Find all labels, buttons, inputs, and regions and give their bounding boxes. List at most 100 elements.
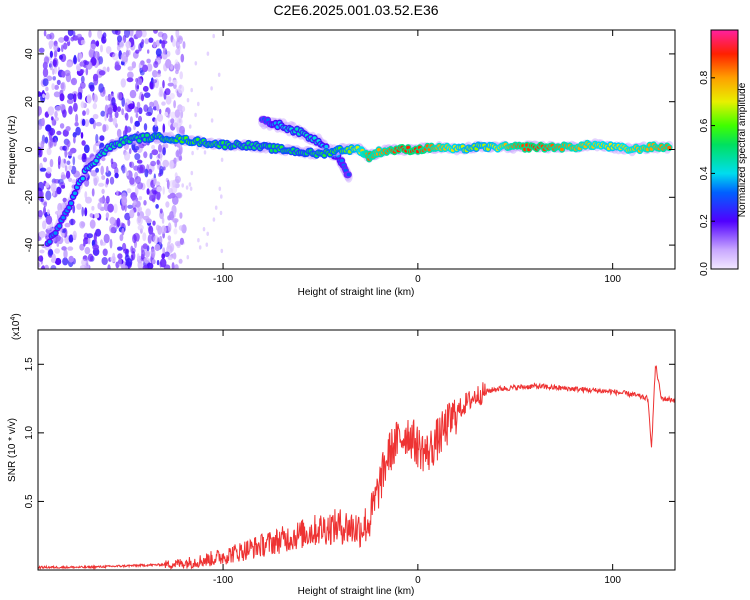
noise-blob [113,203,118,214]
noise-blob [146,58,151,64]
noise-blob [190,170,194,176]
noise-blob [63,158,66,164]
noise-blob [56,130,62,136]
noise-blob [146,188,150,195]
noise-blob [45,86,49,92]
noise-blob [41,264,45,269]
noise-blob [59,181,66,188]
noise-blob [92,73,99,82]
noise-blob [61,246,67,251]
noise-blob [161,40,166,49]
noise-blob [66,160,71,166]
noise-blob [107,264,111,269]
noise-blob [121,195,128,206]
y-tick-label: -40 [24,237,35,252]
noise-blob [120,52,128,63]
noise-blob [150,248,156,258]
noise-blob [47,106,55,116]
noise-blob [94,50,99,59]
noise-blob [158,86,164,94]
noise-blob [98,70,106,76]
noise-blob [72,204,76,214]
noise-blob [137,182,144,190]
noise-blob [92,113,99,120]
noise-blob [78,53,83,60]
secondary-trace-core [346,172,351,177]
noise-blob [141,30,147,38]
noise-blob [203,150,207,155]
noise-blob [65,170,71,179]
colorbar-tick-label: 0.6 [699,118,710,132]
snr-x-ticks: -100 0 100 [213,330,621,586]
noise-blob [206,231,209,236]
noise-blob [134,120,140,127]
noise-blob [117,246,123,251]
noise-blob [39,249,45,254]
noise-blob [202,227,206,232]
noise-blob [127,219,131,227]
secondary-trace-core [312,136,317,140]
noise-blob [39,167,47,172]
noise-blob [40,140,45,150]
noise-blob [58,37,65,43]
noise-blob [133,106,138,114]
noise-blob [152,220,156,226]
x-tick-label: -100 [213,575,233,586]
spectrogram-noise-field [38,30,224,269]
noise-blob [144,257,150,264]
noise-blob [131,196,139,202]
noise-blob [168,187,173,194]
noise-blob [93,175,100,184]
noise-blob [133,200,137,206]
noise-blob [50,265,57,269]
noise-blob [172,218,179,223]
noise-blob [117,35,122,43]
noise-blob [168,76,172,83]
noise-blob [50,116,54,121]
main-trace-core [667,145,672,150]
noise-blob [79,221,85,229]
colorbar-tick-label: 0.2 [699,214,710,228]
noise-blob [194,112,197,118]
noise-blob [104,112,107,122]
noise-blob [110,158,114,165]
noise-blob [159,258,167,268]
noise-blob [81,258,87,266]
noise-blob [176,50,180,55]
noise-blob [162,159,170,168]
noise-blob [73,102,78,113]
snr-y-label: SNR (10 * v/v) [7,418,18,482]
noise-blob [174,63,179,70]
noise-blob [79,265,87,269]
noise-blob [81,140,86,146]
noise-blob [80,101,85,109]
noise-blob [206,51,210,56]
noise-blob [101,188,105,194]
y-tick-label: 20 [24,96,35,108]
noise-blob [102,248,108,257]
noise-blob [166,50,171,57]
noise-blob [39,230,46,238]
noise-blob [64,69,71,77]
snr-x-label: Height of straight line (km) [298,586,415,597]
noise-blob [97,30,103,39]
noise-blob [157,225,163,235]
spectrogram-x-ticks: -100 0 100 [213,30,621,285]
noise-blob [116,106,121,112]
noise-blob [64,165,68,172]
noise-blob [121,227,125,236]
noise-blob [198,245,202,250]
snr-y-ticks: 0.5 1.0 1.5 [24,357,675,508]
noise-blob [172,79,178,85]
noise-blob [137,215,142,224]
main-trace-core [57,224,62,228]
noise-blob [89,219,96,229]
noise-blob [176,192,183,199]
noise-blob [112,52,119,61]
noise-blob [170,111,177,119]
noise-blob [129,161,135,169]
noise-blob [138,107,143,115]
noise-blob [110,226,116,234]
noise-blob [44,264,49,269]
